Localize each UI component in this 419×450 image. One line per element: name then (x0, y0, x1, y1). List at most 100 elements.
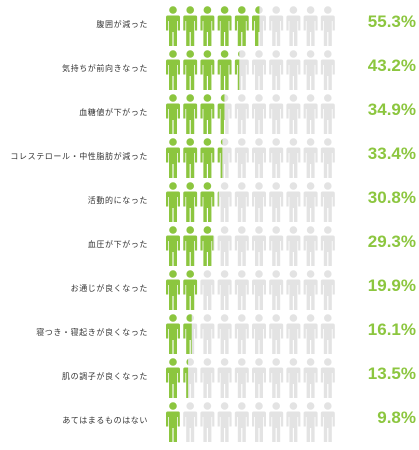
person-icon (286, 270, 301, 310)
person-icon (252, 94, 266, 134)
person-icon (303, 226, 318, 266)
person-icon (166, 50, 180, 90)
person-icon (217, 314, 232, 354)
person-icon (200, 314, 215, 354)
person-icon (166, 270, 180, 310)
person-icon (234, 182, 249, 222)
percent-label: 43.2% (367, 56, 416, 75)
person-icon-filled (183, 226, 198, 266)
percent-label: 19.9% (367, 276, 416, 295)
chart-row: お通じが良くなった 19.9% (0, 268, 419, 312)
category-label: 肌の調子が良くなった (62, 372, 148, 381)
person-icon (217, 402, 232, 442)
person-icon (320, 50, 335, 90)
person-icon (269, 270, 284, 310)
person-icon (252, 358, 266, 398)
person-icon (269, 6, 284, 46)
person-icon-filled (166, 94, 180, 134)
person-icon (269, 182, 284, 222)
person-icon (269, 402, 284, 442)
person-icon-filled (217, 94, 225, 134)
person-icon (234, 94, 249, 134)
chart-row: 気持ちが前向きなった 43.2% (0, 48, 419, 92)
person-icon-filled (217, 138, 223, 178)
person-icon (217, 50, 232, 90)
person-icon-filled (200, 226, 214, 266)
person-icon (217, 6, 232, 46)
person-icon (166, 182, 180, 222)
category-label: 気持ちが前向きなった (62, 64, 148, 73)
person-icon (269, 50, 284, 90)
person-icon (217, 94, 232, 134)
person-icon (286, 6, 301, 46)
person-icon (286, 182, 301, 222)
percent-label: 55.3% (367, 12, 416, 31)
person-icon (234, 402, 249, 442)
person-icon-filled (217, 191, 219, 207)
person-icon (252, 270, 266, 310)
category-label: 血糖値が下がった (79, 108, 148, 117)
person-icon (183, 226, 198, 266)
category-label: 活動的になった (87, 196, 148, 205)
person-icon (286, 358, 301, 398)
person-icon (234, 138, 249, 178)
chart-row: 血糖値が下がった 34.9% (0, 92, 419, 136)
person-icon (183, 270, 198, 310)
person-icon (303, 314, 318, 354)
person-icon (252, 226, 266, 266)
person-icon-filled (183, 138, 198, 178)
person-icon (234, 6, 249, 46)
chart-row: 活動的になった 30.8% (0, 180, 419, 224)
person-icon (303, 138, 318, 178)
person-icon (320, 6, 335, 46)
person-icon (166, 358, 180, 398)
person-icon-filled (166, 314, 180, 354)
person-icon-filled (166, 402, 180, 442)
pictograph-bar (166, 94, 335, 134)
person-icon (183, 402, 198, 442)
person-icon (286, 50, 301, 90)
person-icon-filled (183, 94, 198, 134)
person-icon (269, 358, 284, 398)
person-icon-filled (166, 182, 180, 222)
person-icon (200, 226, 215, 266)
chart-row: あてはまるものはない 9.8% (0, 400, 419, 444)
person-icon (286, 138, 301, 178)
person-icon (252, 182, 266, 222)
person-icon (303, 182, 318, 222)
person-icon (183, 94, 198, 134)
person-icon (234, 358, 249, 398)
person-icon (234, 314, 249, 354)
person-icon (286, 314, 301, 354)
person-icon (183, 138, 198, 178)
person-icon (286, 94, 301, 134)
chart-row: 血圧が下がった 29.3% (0, 224, 419, 268)
person-icon (183, 358, 198, 398)
person-icon-filled (166, 226, 180, 266)
person-icon-filled (200, 50, 215, 90)
person-icon-filled (200, 182, 215, 222)
person-icon (200, 402, 215, 442)
person-icon (303, 358, 318, 398)
pictograph-bar (166, 182, 335, 222)
person-icon (166, 402, 180, 442)
person-icon (252, 402, 266, 442)
person-icon-filled (217, 6, 232, 46)
person-icon-filled (166, 270, 180, 310)
person-icon (303, 402, 318, 442)
person-icon (252, 6, 266, 46)
person-icon (252, 314, 266, 354)
category-label: お通じが良くなった (70, 284, 148, 293)
person-icon-filled (200, 6, 215, 46)
person-icon (200, 138, 215, 178)
person-icon (303, 6, 318, 46)
person-icon-filled (166, 50, 180, 90)
person-icon-filled (252, 6, 260, 46)
chart-row: 肌の調子が良くなった 13.5% (0, 356, 419, 400)
person-icon-filled (183, 358, 189, 398)
person-icon (166, 226, 180, 266)
person-icon (320, 94, 335, 134)
person-icon (303, 94, 318, 134)
person-icon (269, 314, 284, 354)
